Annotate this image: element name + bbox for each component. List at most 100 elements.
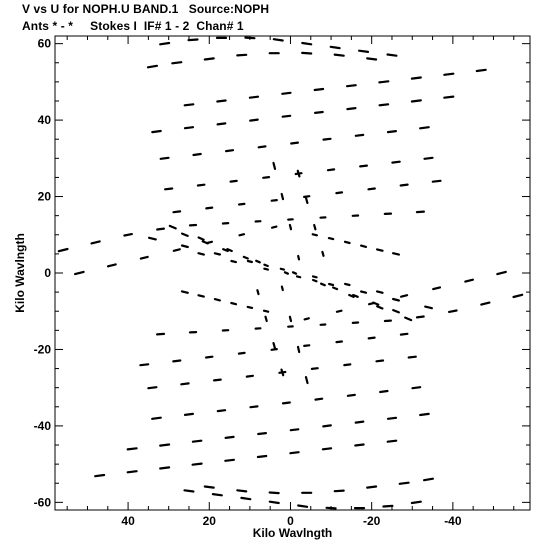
uv-point	[197, 294, 205, 298]
uv-point	[203, 57, 215, 61]
uv-point	[382, 504, 394, 508]
uv-point	[346, 84, 357, 88]
uv-point	[313, 87, 325, 92]
uv-point	[288, 223, 293, 231]
uv-point	[358, 49, 370, 54]
uv-point	[288, 315, 293, 323]
y-tick-label: 0	[44, 266, 51, 280]
uv-point	[295, 275, 302, 279]
uv-point	[423, 156, 434, 160]
uv-point	[289, 428, 300, 432]
uv-point	[279, 267, 285, 271]
uv-point	[237, 351, 246, 355]
uv-point	[320, 282, 326, 287]
uv-point	[191, 462, 203, 466]
uv-point	[392, 252, 400, 256]
uv-point	[205, 355, 214, 359]
uv-point	[147, 386, 158, 390]
uv-point	[328, 282, 335, 287]
uv-point	[376, 305, 384, 310]
uv-point	[343, 240, 351, 245]
uv-point	[272, 161, 277, 170]
uv-point	[172, 248, 181, 252]
uv-point	[386, 53, 398, 57]
uv-point	[352, 293, 359, 298]
uv-point	[94, 473, 106, 478]
uv-point	[236, 489, 248, 493]
y-tick-label: 60	[38, 37, 52, 51]
uv-point	[321, 250, 325, 257]
uv-point	[326, 168, 336, 172]
uv-point	[90, 240, 101, 245]
chart-title: V vs U for NOPH.U BAND.1 Source:NOPH	[22, 2, 270, 16]
uv-point	[325, 506, 337, 510]
uv-point	[151, 416, 162, 420]
uv-point	[304, 196, 309, 204]
uv-point	[366, 485, 378, 489]
uv-points	[57, 36, 524, 510]
x-tick-label: 20	[203, 514, 217, 528]
uv-point	[400, 294, 409, 298]
uv-point	[280, 368, 285, 377]
uv-point	[480, 301, 491, 306]
uv-point	[379, 389, 389, 394]
uv-point	[314, 397, 324, 401]
uv-point	[303, 344, 311, 347]
uv-point	[180, 244, 189, 249]
uv-point	[156, 332, 166, 336]
uv-point	[123, 233, 133, 237]
uv-point	[183, 412, 194, 416]
uv-point	[238, 233, 246, 237]
uv-point	[404, 316, 413, 322]
uv-point	[225, 149, 235, 153]
uv-point	[242, 255, 249, 260]
uv-point	[322, 424, 332, 428]
uv-point	[360, 290, 368, 294]
uv-point	[386, 439, 398, 443]
uv-point	[180, 290, 189, 294]
uv-point	[321, 447, 333, 451]
uv-point	[360, 244, 368, 248]
uv-point	[256, 454, 268, 459]
uv-point	[423, 477, 434, 482]
uv-point	[263, 267, 269, 271]
uv-point	[335, 191, 344, 195]
uv-point	[172, 210, 182, 214]
uv-point	[399, 183, 409, 187]
uv-point	[230, 259, 237, 264]
uv-point	[346, 393, 356, 397]
uv-point	[272, 342, 276, 350]
uv-point	[311, 275, 318, 279]
uv-point	[268, 491, 280, 495]
y-tick-label: -60	[34, 495, 52, 509]
uv-point	[57, 247, 69, 253]
uv-point	[222, 248, 229, 253]
uv-point	[475, 68, 487, 73]
uv-point	[303, 317, 310, 321]
uv-point	[399, 332, 409, 336]
uv-point	[183, 103, 195, 107]
uv-point	[496, 270, 507, 276]
uv-point	[464, 278, 474, 283]
uv-point	[335, 340, 343, 344]
uv-point	[332, 286, 339, 291]
uv-point	[335, 309, 343, 313]
uv-point	[244, 36, 256, 40]
uv-point	[126, 470, 138, 474]
uv-point	[297, 504, 309, 508]
uv-point	[159, 466, 171, 470]
uv-point	[196, 183, 206, 187]
y-tick-label: 40	[38, 113, 52, 127]
uv-point	[249, 118, 259, 122]
uv-point	[310, 367, 319, 370]
uv-point	[372, 301, 380, 306]
uv-point	[419, 126, 430, 130]
uv-point	[240, 496, 252, 501]
uv-point	[230, 301, 238, 306]
uv-point	[171, 61, 183, 65]
uv-point	[151, 129, 162, 134]
uv-point	[226, 248, 233, 253]
uv-point	[126, 447, 138, 451]
uv-point	[398, 481, 410, 485]
